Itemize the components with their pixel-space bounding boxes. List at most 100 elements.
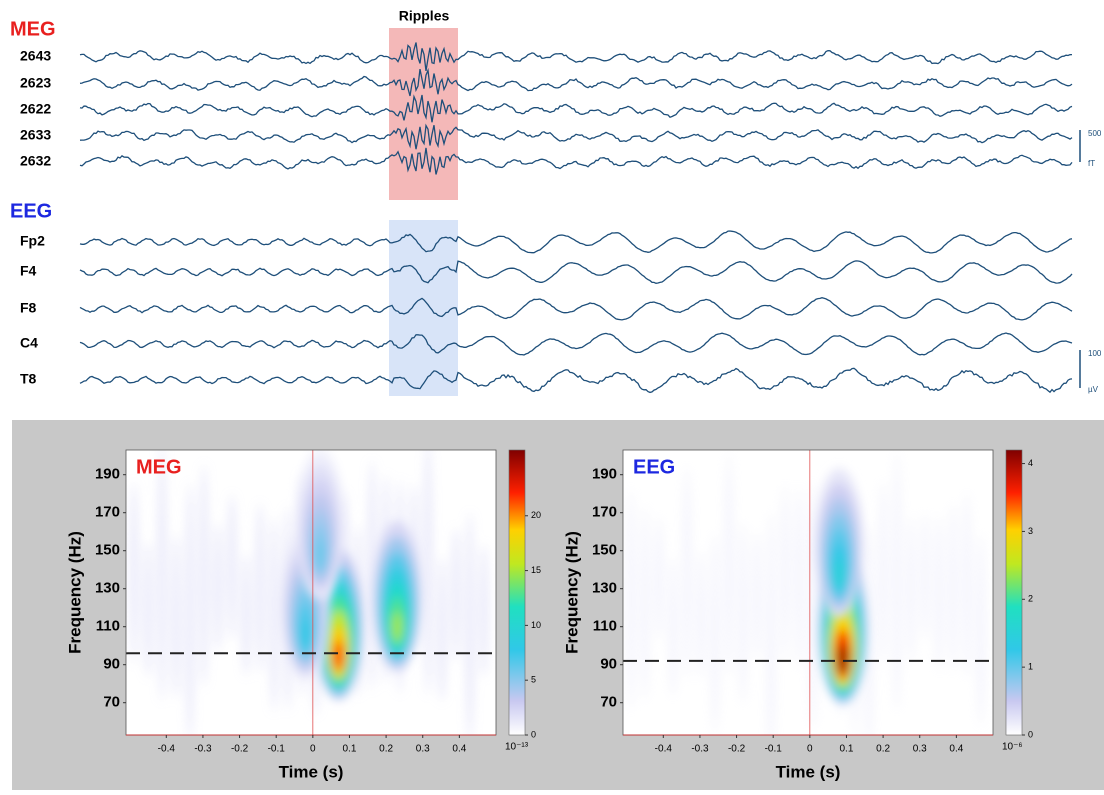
ripple-highlight	[389, 220, 458, 396]
haze-streak	[130, 481, 138, 664]
y-tick-label: 90	[103, 656, 120, 673]
channel-label: F4	[20, 263, 37, 279]
peak-level	[838, 644, 848, 675]
haze-streak	[452, 527, 460, 662]
channel-label: 2632	[20, 153, 51, 169]
colorbar-tick-label: 5	[531, 675, 536, 685]
x-tick-label: 0	[807, 744, 813, 755]
signal-trace	[79, 297, 1073, 321]
haze-streak	[480, 543, 488, 678]
peak-level	[315, 540, 325, 570]
haze-streak	[200, 463, 208, 688]
power-peak	[373, 521, 422, 672]
haze-streak	[781, 484, 789, 663]
channel-label: C4	[20, 335, 38, 351]
haze-streak	[935, 514, 943, 672]
colorbar-unit: 10⁻⁶	[1002, 742, 1023, 753]
channel-label: 2623	[20, 75, 51, 91]
colorbar	[1005, 449, 1023, 736]
x-tick-label: 0.4	[452, 744, 466, 755]
x-tick-label: 0.1	[343, 744, 357, 755]
panel-label: MEG	[136, 456, 182, 478]
signal-trace	[79, 42, 1073, 72]
peak-level	[392, 612, 402, 643]
y-tick-label: 130	[592, 580, 617, 597]
y-tick-label: 190	[95, 466, 120, 483]
haze-streak	[921, 513, 929, 640]
x-tick-label: 0.1	[840, 744, 854, 755]
colorbar-tick-label: 0	[531, 729, 536, 739]
scale-unit: µV	[1088, 385, 1099, 394]
y-tick-label: 110	[593, 618, 617, 635]
colorbar-tick-label: 0	[1028, 729, 1033, 739]
haze-streak	[627, 488, 635, 711]
x-tick-label: -0.4	[158, 744, 176, 755]
haze-streak	[907, 515, 915, 663]
colorbar-tick-label: 4	[1028, 458, 1033, 468]
signal-trace	[79, 230, 1073, 254]
haze-streak	[466, 512, 474, 735]
y-tick-label: 70	[103, 694, 120, 711]
x-axis-label: Time (s)	[279, 762, 344, 781]
haze-streak	[739, 521, 747, 704]
power-peak	[815, 468, 864, 619]
haze-streak	[368, 460, 376, 691]
x-tick-label: -0.3	[691, 744, 709, 755]
x-tick-label: -0.1	[268, 744, 286, 755]
scale-value: 100	[1088, 349, 1102, 358]
y-tick-label: 190	[592, 466, 617, 483]
haze-streak	[697, 550, 705, 679]
x-tick-label: -0.2	[231, 744, 249, 755]
haze-streak	[214, 522, 222, 653]
haze-streak	[641, 505, 649, 701]
haze	[627, 451, 985, 735]
peak-level	[333, 640, 344, 671]
haze-streak	[725, 453, 733, 678]
haze-streak	[949, 503, 957, 673]
haze-streak	[186, 482, 194, 735]
haze-streak	[242, 553, 250, 677]
x-tick-label: -0.1	[765, 744, 783, 755]
signal-trace	[79, 147, 1073, 175]
signal-trace	[79, 94, 1073, 123]
x-tick-label: 0.2	[379, 744, 393, 755]
y-tick-label: 150	[95, 542, 120, 559]
colorbar-tick-label: 1	[1028, 662, 1033, 672]
x-axis-label: Time (s)	[776, 762, 841, 781]
haze-streak	[270, 516, 278, 713]
heatmap-layer	[627, 451, 985, 735]
scale-value: 500	[1088, 129, 1102, 138]
channel-label: F8	[20, 300, 37, 316]
x-tick-label: 0.3	[913, 744, 927, 755]
y-axis-label: Frequency (Hz)	[562, 531, 581, 654]
y-tick-label: 150	[592, 542, 617, 559]
y-tick-label: 70	[600, 694, 617, 711]
x-tick-label: 0.3	[416, 744, 430, 755]
x-tick-label: -0.4	[655, 744, 673, 755]
haze-streak	[711, 532, 719, 735]
colorbar-tick-label: 10	[531, 620, 541, 630]
signal-trace	[79, 260, 1073, 284]
channel-label: Fp2	[20, 233, 45, 249]
haze-streak	[683, 466, 691, 680]
haze-streak	[228, 493, 236, 641]
haze-streak	[256, 502, 264, 674]
ripples-title: Ripples	[399, 8, 450, 24]
x-tick-label: 0.2	[876, 744, 890, 755]
peak-level	[834, 559, 844, 589]
y-tick-label: 170	[95, 504, 120, 521]
group-label: EEG	[10, 200, 52, 222]
channel-label: 2633	[20, 127, 51, 143]
haze-streak	[963, 492, 971, 678]
channel-label: 2622	[20, 101, 51, 117]
y-tick-label: 90	[600, 656, 617, 673]
haze-streak	[977, 533, 985, 727]
group-label: MEG	[10, 18, 56, 40]
colorbar-tick-label: 20	[531, 510, 541, 520]
colorbar-tick-label: 15	[531, 565, 541, 575]
haze-streak	[144, 541, 152, 678]
haze-streak	[158, 450, 166, 702]
haze-streak	[172, 533, 180, 700]
scale-unit: fT	[1088, 159, 1095, 168]
